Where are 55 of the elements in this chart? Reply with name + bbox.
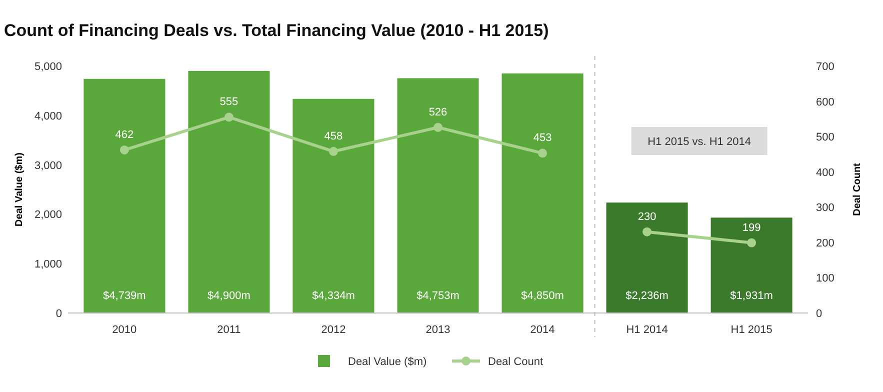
x-tick-label: H1 2015 <box>730 324 772 336</box>
data-label: $4,739m <box>103 290 146 302</box>
y-tick-label: 2,000 <box>34 209 62 222</box>
y-tick-label: 0 <box>56 308 62 320</box>
y2-tick-label: 100 <box>816 272 834 285</box>
bar <box>710 218 792 313</box>
point <box>538 148 548 158</box>
data-label: $4,850m <box>521 290 564 302</box>
legend-label: Deal Count <box>488 356 544 368</box>
data-label: 458 <box>324 130 343 142</box>
point <box>224 112 234 122</box>
bar <box>502 73 584 313</box>
y2-tick-label: 400 <box>816 166 834 179</box>
data-label: $4,900m <box>208 290 250 302</box>
y2-tick-label: 600 <box>816 96 834 108</box>
x-tick-label: 2013 <box>426 324 450 336</box>
x-tick-label: 2014 <box>530 324 555 336</box>
y-tick-label: 4,000 <box>34 110 62 122</box>
data-label: $2,236m <box>626 290 668 302</box>
x-tick-label: 2010 <box>112 324 137 336</box>
x-tick-label: H1 2014 <box>626 324 668 336</box>
data-label: $4,753m <box>416 290 460 302</box>
y-tick-label: 3,000 <box>34 160 62 172</box>
data-label: 462 <box>115 128 134 141</box>
data-label: 555 <box>220 96 238 108</box>
data-label: 199 <box>742 222 761 234</box>
annotation: H1 2015 vs. H1 2014 <box>648 136 751 148</box>
point <box>328 146 338 156</box>
data-label: $4,334m <box>312 290 355 302</box>
y2-tick-label: 200 <box>816 237 834 250</box>
data-label: 526 <box>428 106 448 118</box>
x-tick-label: 2012 <box>321 324 346 336</box>
y-tick-label: 5,000 <box>34 61 62 73</box>
y2-tick-label: 300 <box>816 202 834 214</box>
point <box>747 238 756 248</box>
point <box>434 122 442 132</box>
bar <box>606 202 688 313</box>
bar <box>84 78 166 313</box>
y2-tick-label: 700 <box>816 61 834 73</box>
data-label: $1,931m <box>730 290 773 302</box>
data-label: 230 <box>638 210 656 223</box>
point <box>120 145 129 154</box>
legend-label: Deal Value ($m) <box>348 356 427 368</box>
y2-tick-label: 0 <box>816 308 822 320</box>
bar <box>292 98 374 313</box>
y2-tick-label: 500 <box>816 132 834 144</box>
data-label: 453 <box>533 132 552 144</box>
bar <box>397 78 479 313</box>
bar <box>188 70 270 313</box>
x-tick-label: 2011 <box>217 324 241 336</box>
point <box>642 227 652 236</box>
y-tick-label: 1,000 <box>34 258 62 271</box>
chart-title: Count of Financing Deals vs. Total Financing Value (2010 - H1 2015) <box>4 21 549 40</box>
y2-axis-title: Deal Count <box>852 162 863 216</box>
y-axis-title: Deal Value ($m) <box>14 152 25 226</box>
